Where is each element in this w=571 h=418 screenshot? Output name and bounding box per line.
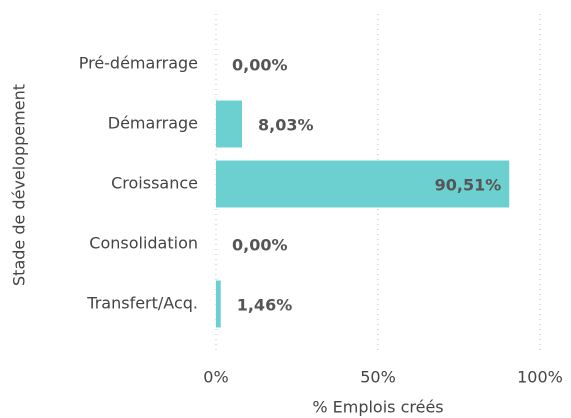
y-tick-label: Pré-démarrage (79, 54, 198, 73)
y-tick-label: Consolidation (89, 234, 198, 253)
bar (216, 100, 243, 148)
bar (216, 280, 221, 328)
value-label: 1,46% (237, 296, 293, 315)
y-tick-label: Démarrage (108, 114, 198, 133)
y-axis-label: Stade de développement (10, 84, 29, 286)
bar (216, 160, 510, 208)
x-axis-label: % Emplois créés (312, 398, 443, 417)
x-tick-label: 50% (360, 368, 396, 387)
x-tick-label: 100% (517, 368, 563, 387)
value-label: 90,51% (435, 176, 502, 195)
x-tick-label: 0% (203, 368, 228, 387)
y-tick-label: Transfert/Acq. (86, 294, 198, 313)
value-label: 0,00% (232, 236, 288, 255)
value-label: 0,00% (232, 56, 288, 75)
value-label: 8,03% (258, 116, 314, 135)
y-tick-label: Croissance (111, 174, 198, 193)
